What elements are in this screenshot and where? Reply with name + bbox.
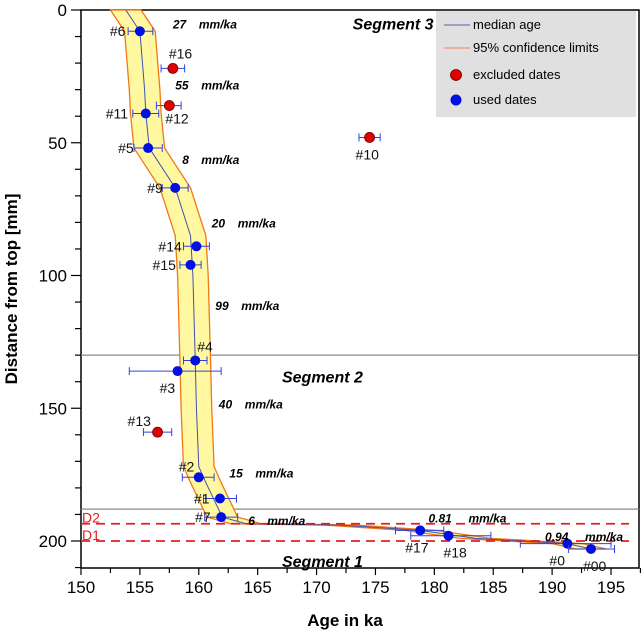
y-axis-label: Distance from top [mm]: [2, 194, 21, 385]
used-date-point: [585, 543, 596, 554]
rate-unit: mm/ka: [201, 79, 239, 93]
used-date-point: [443, 530, 454, 541]
y-tick-label: 150: [39, 399, 67, 418]
point-label: #1: [194, 491, 210, 507]
rate-value: 8: [182, 153, 189, 167]
plot-frame: [80, 9, 640, 569]
y-tick-label: 0: [58, 1, 67, 20]
dashed-line-label: D1: [82, 527, 100, 543]
used-date-point: [134, 26, 145, 37]
legend-median: median age: [473, 17, 541, 32]
point-label: #7: [195, 509, 211, 525]
rate-value: 99: [215, 299, 229, 313]
point-label: #13: [128, 413, 152, 429]
point-label: #16: [169, 45, 193, 61]
rate-value: 20: [211, 217, 226, 231]
rate-unit: mm/ka: [267, 514, 305, 528]
point-label: #6: [110, 23, 126, 39]
rate-unit: mm/ka: [468, 511, 506, 525]
x-tick-label: 150: [67, 578, 95, 597]
point-label: #3: [160, 380, 176, 396]
legend-used: used dates: [473, 92, 537, 107]
x-axis-label: Age in ka: [307, 611, 383, 630]
x-tick-label: 155: [126, 578, 154, 597]
rate-unit: mm/ka: [255, 466, 293, 480]
used-date-point: [185, 259, 196, 270]
segment-label: Segment 1: [282, 554, 363, 571]
used-date-point: [170, 182, 181, 193]
legend-confidence: 95% confidence limits: [473, 40, 599, 55]
legend: median age 95% confidence limits exclude…: [436, 11, 636, 117]
point-label: #12: [165, 111, 189, 127]
used-date-point: [172, 366, 183, 377]
point-label: #15: [153, 257, 177, 273]
point-label: #14: [158, 238, 182, 254]
legend-used-marker: [450, 94, 462, 106]
point-label: #9: [147, 180, 163, 196]
rate-value: 40: [218, 397, 233, 411]
x-tick-label: 160: [185, 578, 213, 597]
point-label: #5: [118, 140, 134, 156]
used-date-point: [193, 472, 204, 483]
used-date-point: [140, 108, 151, 119]
x-tick-label: 165: [243, 578, 271, 597]
used-date-point: [191, 241, 202, 252]
rate-value: 0.94: [545, 530, 569, 544]
y-tick-label: 200: [39, 532, 67, 551]
rate-value: 55: [175, 79, 189, 93]
rate-value: 27: [172, 18, 188, 32]
rate-unit: mm/ka: [245, 397, 283, 411]
rate-unit: mm/ka: [241, 299, 279, 313]
point-label: #2: [179, 458, 195, 474]
used-date-point: [214, 493, 225, 504]
x-tick-label: 175: [361, 578, 389, 597]
excluded-date-point: [163, 100, 175, 111]
point-label: #00: [583, 558, 607, 574]
dashed-line-label: D2: [82, 510, 100, 526]
x-tick-label: 195: [597, 578, 625, 597]
segment-label: Segment 2: [282, 369, 363, 386]
rate-unit: mm/ka: [199, 18, 237, 32]
x-tick-label: 185: [479, 578, 507, 597]
used-date-point: [562, 538, 573, 549]
excluded-date-point: [152, 426, 163, 438]
legend-excluded: excluded dates: [473, 67, 561, 82]
point-label: #17: [405, 539, 429, 555]
legend-excluded-marker: [450, 69, 462, 81]
x-tick-label: 170: [302, 578, 330, 597]
rate-unit: mm/ka: [201, 153, 239, 167]
point-label: #18: [443, 545, 467, 561]
rate-unit: mm/ka: [585, 530, 623, 544]
used-date-point: [216, 512, 227, 523]
excluded-date-point: [364, 132, 375, 143]
used-date-point: [143, 143, 154, 154]
y-tick-label: 100: [39, 267, 67, 286]
y-tick-label: 50: [48, 134, 67, 153]
rate-value: 15: [229, 466, 243, 480]
used-date-point: [415, 525, 426, 536]
segment-label: Segment 3: [353, 16, 434, 33]
x-tick-label: 180: [420, 578, 448, 597]
rate-value: 6: [248, 514, 255, 528]
rate-value: 0.81: [428, 511, 452, 525]
used-date-point: [190, 355, 201, 366]
rate-unit: mm/ka: [238, 217, 276, 231]
excluded-date-point: [167, 63, 179, 74]
point-label: #4: [197, 338, 213, 354]
point-label: #11: [106, 106, 129, 122]
point-label: #0: [549, 553, 565, 569]
x-tick-label: 190: [538, 578, 566, 597]
point-label: #10: [356, 146, 380, 162]
